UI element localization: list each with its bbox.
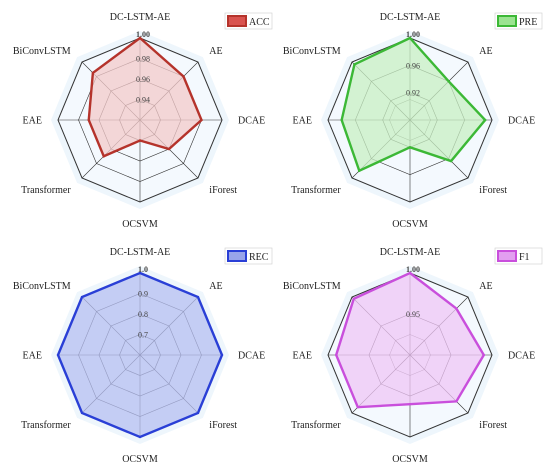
chart-acc-tick-label: 0.96 (136, 75, 150, 84)
chart-acc-axis-label: DC-LSTM-AE (110, 12, 171, 23)
chart-rec-axis-label: DCAE (238, 351, 265, 362)
chart-pre-tick-label: 0.96 (406, 61, 420, 70)
chart-f1-axis-label: DCAE (508, 351, 535, 362)
chart-f1-axis-label: EAE (293, 351, 312, 362)
chart-pre-data-point (353, 63, 356, 66)
chart-f1-axis-label: OCSVM (392, 454, 428, 465)
chart-f1-axis-label: DC-LSTM-AE (380, 247, 441, 258)
chart-acc-data-point (138, 139, 142, 142)
chart-pre: 0.92 0.96 1.00 DC-LSTM-AE AE DCAE iForest OCSVM… (283, 12, 543, 230)
chart-rec-tick-label: 0.9 (138, 290, 148, 299)
chart-acc-data-point (91, 71, 95, 75)
chart-acc-tick-label: 1.00 (136, 30, 150, 39)
chart-pre-axis-label: EAE (293, 116, 312, 127)
chart-f1-data-point (408, 403, 412, 406)
chart-acc-axis-label: BiConvLSTM (13, 46, 71, 57)
chart-f1-tick-label: 0.95 (406, 310, 420, 319)
chart-f1-data-point (455, 307, 458, 310)
chart-acc-data-point (102, 155, 105, 158)
chart-acc-tick-label: 0.98 (136, 55, 150, 64)
chart-pre-tick-label: 0.92 (406, 89, 420, 98)
chart-rec-data-point (56, 353, 60, 357)
chart-acc: 0.94 0.96 0.98 1.00 DC-LSTM-AE AE DCAE iForest O… (13, 12, 273, 230)
chart-rec-data-point (220, 353, 224, 357)
chart-acc-axis-label: OCSVM (122, 219, 158, 230)
chart-rec-axis-label: BiConvLSTM (13, 281, 71, 292)
chart-f1-data-point (408, 271, 412, 275)
chart-pre-axis-label: Transformer (291, 185, 341, 196)
chart-acc-data-point (138, 36, 142, 40)
chart-pre-data-point (483, 118, 487, 122)
chart-rec-data-point (196, 411, 200, 415)
chart-acc-tick-label: 0.94 (136, 96, 150, 105)
chart-f1-legend-swatch (497, 250, 517, 262)
chart-pre-axis-label: BiConvLSTM (283, 46, 341, 57)
chart-pre-data-point (447, 80, 450, 83)
chart-rec-data-point (80, 295, 84, 299)
chart-rec-tick-label: 1.0 (138, 265, 148, 274)
chart-f1-tick-label: 1.00 (406, 265, 420, 274)
chart-acc-axis-label: Transformer (21, 185, 71, 196)
chart-acc-axis-label: DCAE (238, 116, 265, 127)
chart-pre-axis-label: DC-LSTM-AE (380, 12, 441, 23)
chart-pre-legend-label: PRE (519, 17, 537, 28)
chart-rec-legend-swatch (227, 250, 247, 262)
chart-f1-data-point (335, 353, 338, 357)
chart-rec-data-point (138, 271, 142, 275)
chart-acc-axis-label: iForest (209, 185, 237, 196)
chart-pre-tick-label: 1.00 (406, 30, 420, 39)
chart-pre-axis-label: DCAE (508, 116, 535, 127)
chart-acc-data-point (200, 118, 203, 122)
chart-f1: 0.95 1.00 DC-LSTM-AE AE DCAE iForest OCSVM Tran… (283, 247, 543, 465)
chart-acc-axis-label: AE (209, 46, 222, 57)
chart-f1-data-point (356, 405, 360, 409)
chart-acc-data-point (87, 118, 90, 122)
chart-rec-axis-label: Transformer (21, 420, 71, 431)
chart-acc-legend-swatch (227, 15, 247, 27)
chart-pre-axis-label: iForest (479, 185, 507, 196)
chart-rec-axis-label: OCSVM (122, 454, 158, 465)
chart-pre-data-point (358, 169, 361, 172)
chart-rec-axis-label: iForest (209, 420, 237, 431)
chart-pre-legend-swatch (497, 15, 517, 27)
chart-rec-axis-label: AE (209, 281, 222, 292)
chart-rec-tick-label: 0.8 (138, 310, 148, 319)
chart-f1-data-point (482, 353, 485, 357)
chart-acc-data-point (167, 147, 171, 151)
chart-f1-axis-label: Transformer (291, 420, 341, 431)
chart-pre-data-point (408, 36, 412, 40)
chart-pre-data-point (449, 159, 453, 163)
chart-acc-legend-label: ACC (249, 17, 270, 28)
chart-f1-data-point (352, 297, 355, 300)
chart-f1-data-point (455, 400, 458, 403)
chart-acc-axis-label: EAE (23, 116, 42, 127)
chart-pre-axis-label: AE (479, 46, 492, 57)
chart-f1-legend-label: F1 (519, 252, 530, 263)
chart-rec-data-point (80, 411, 84, 415)
chart-rec-data-point (138, 435, 142, 439)
chart-rec-data-point (196, 295, 200, 299)
chart-rec-axis-label: EAE (23, 351, 42, 362)
chart-rec-tick-label: 0.7 (138, 331, 148, 340)
chart-rec-axis-label: DC-LSTM-AE (110, 247, 171, 258)
chart-pre-data-point (340, 118, 343, 122)
chart-rec: 0.7 0.8 0.9 1.0 DC-LSTM-AE AE DCAE iForest OCSVM… (13, 247, 273, 465)
chart-f1-axis-label: AE (479, 281, 492, 292)
chart-f1-axis-label: BiConvLSTM (283, 281, 341, 292)
chart-f1-axis-label: iForest (479, 420, 507, 431)
chart-rec-legend-label: REC (249, 252, 269, 263)
chart-pre-data-point (408, 146, 412, 149)
chart-pre-axis-label: OCSVM (392, 219, 428, 230)
chart-acc-data-point (182, 75, 185, 78)
